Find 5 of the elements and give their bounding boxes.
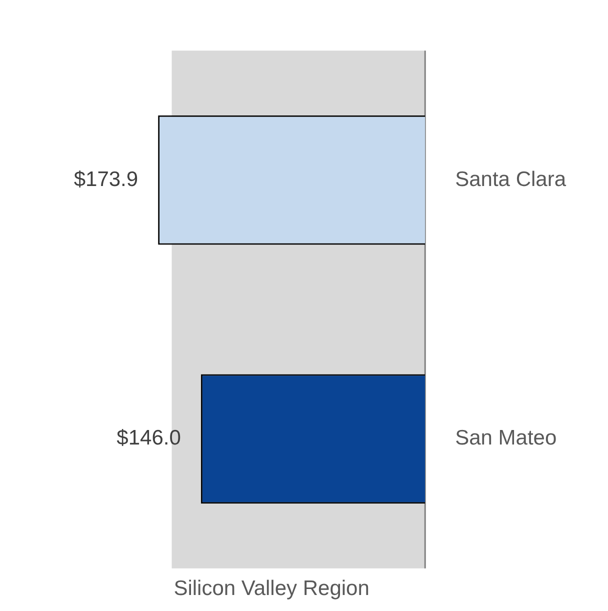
data-label: $173.9 — [74, 168, 138, 191]
x-axis-title: Silicon Valley Region — [174, 576, 370, 600]
y-tick-label: San Mateo — [455, 426, 557, 450]
data-label: $146.0 — [116, 426, 181, 450]
y-tick-label: Santa Clara — [455, 168, 566, 191]
